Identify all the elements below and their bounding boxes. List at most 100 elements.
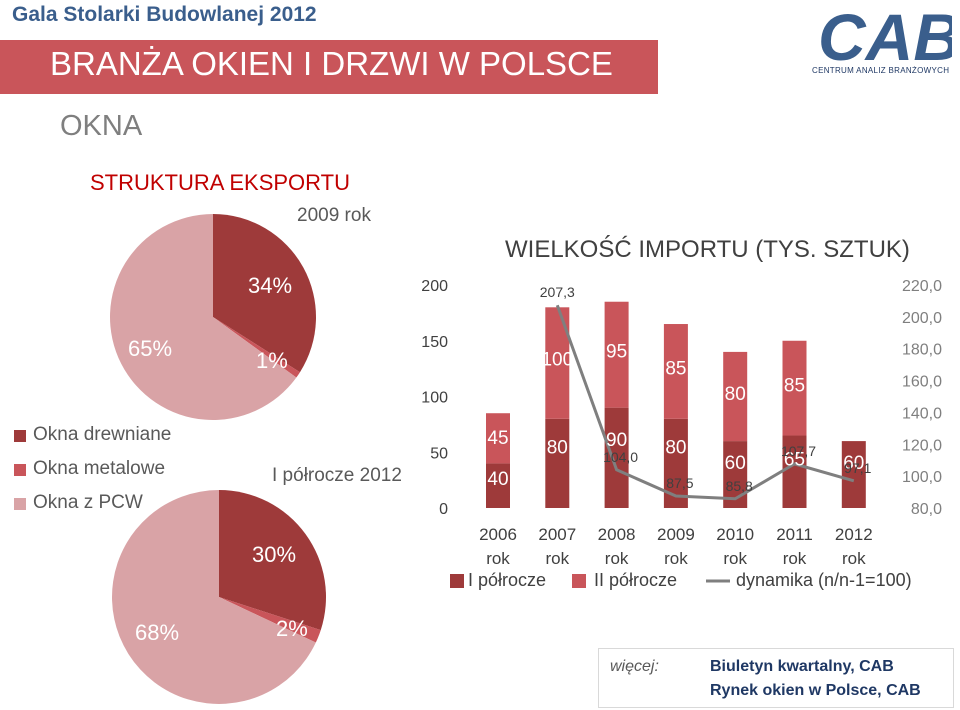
more-label: więcej: [610, 658, 659, 675]
import-title-box [500, 232, 928, 268]
y2-tick-label: 140,0 [902, 405, 942, 422]
x-tick-label: 2008 [598, 525, 636, 544]
bar-data-label: 95 [606, 341, 627, 362]
legend-swatch [14, 430, 26, 442]
x-tick-label: rok [545, 549, 569, 568]
page-title: BRANŻA OKIEN I DRZWI W POLSCE [50, 45, 613, 82]
logo-subtitle: CENTRUM ANALIZ BRANŻOWYCH [812, 66, 950, 75]
dynamics-data-label: 97,1 [844, 460, 871, 476]
dynamics-line [555, 304, 855, 501]
pie1-label-metalowe: 1% [256, 348, 288, 373]
more-info-box [598, 648, 954, 708]
pie1-label-drewniane: 34% [248, 273, 293, 298]
bar-first-half [782, 435, 807, 508]
y2-tick-label: 160,0 [902, 374, 942, 391]
y-tick-label: 50 [430, 445, 448, 462]
bar-first-half [486, 463, 510, 508]
event-title: Gala Stolarki Budowlanej 2012 [12, 3, 317, 26]
pie-chart-2009 [109, 214, 316, 420]
legend-swatch [450, 574, 464, 588]
y-tick-label: 100 [421, 390, 448, 407]
top-bar [0, 0, 960, 32]
x-tick-label: 2010 [716, 525, 754, 544]
dynamics-data-label: 85,8 [726, 478, 753, 494]
legend-label: Okna metalowe [33, 458, 166, 479]
bar-data-label: 60 [843, 453, 864, 474]
legend-label: Okna drewniane [33, 424, 172, 445]
pie2-label-drewniane: 30% [252, 542, 297, 567]
import-chart-title: WIELKOŚĆ IMPORTU (TYS. SZTUK) [505, 236, 910, 263]
y2-tick-label: 100,0 [902, 469, 942, 486]
pie2-label-metalowe: 2% [276, 616, 308, 641]
source-report: Rynek okien w Polsce, CAB [710, 682, 921, 699]
y2-tick-label: 120,0 [902, 437, 942, 454]
bar-second-half [604, 301, 629, 408]
bar-data-label: 85 [665, 359, 686, 380]
bar-data-label: 40 [487, 469, 508, 490]
x-tick-label: 2009 [657, 525, 695, 544]
x-tick-label: rok [605, 549, 629, 568]
bar-first-half [545, 418, 570, 508]
bar-data-label: 65 [784, 449, 805, 470]
legend-label: I półrocze [468, 570, 546, 590]
pie-slice [213, 214, 316, 373]
dynamics-data-label: 107,7 [781, 443, 816, 459]
x-tick-label: rok [486, 549, 510, 568]
bar-first-half [723, 441, 748, 508]
bar-second-half [782, 340, 807, 436]
x-tick-label: rok [783, 549, 807, 568]
x-tick-label: rok [842, 549, 866, 568]
legend-swatch [14, 464, 26, 476]
legend-swatch [572, 574, 586, 588]
x-tick-label: rok [664, 549, 688, 568]
bar-data-label: 85 [784, 375, 805, 396]
y2-tick-label: 180,0 [902, 342, 942, 359]
pie1-label-pcw: 65% [128, 336, 173, 361]
dynamics-data-label: 87,5 [666, 475, 693, 491]
bar-data-label: 80 [547, 438, 568, 459]
legend-label: Okna z PCW [33, 492, 143, 513]
pie-slice [219, 490, 326, 631]
bar-data-label: 80 [725, 384, 746, 405]
dynamics-data-label: 207,3 [540, 284, 575, 300]
dynamics-data-label: 104,0 [603, 449, 638, 465]
section-title: OKNA [60, 110, 143, 142]
bar-first-half [604, 407, 629, 508]
y-tick-label: 200 [421, 278, 448, 295]
bar-second-half [486, 413, 510, 464]
bar-data-label: 90 [606, 430, 627, 451]
bar-first-half [841, 441, 866, 508]
pie2-title: I półrocze 2012 [272, 465, 402, 486]
source-bulletin: Biuletyn kwartalny, CAB [710, 658, 894, 675]
legend-label: II półrocze [594, 570, 677, 590]
legend-swatch [14, 498, 26, 510]
pie-chart-2012 [112, 490, 326, 704]
x-tick-label: 2012 [835, 525, 873, 544]
y-tick-label: 0 [439, 501, 448, 518]
cab-logo: CAB [818, 4, 952, 66]
pie-slice [109, 214, 297, 420]
pie2-label-pcw: 68% [135, 620, 180, 645]
pie-slice [213, 317, 300, 378]
import-bar-chart: 0 50 100 150 200 80,0 100,0 120,0 140,0 160,0 180,… [421, 278, 942, 590]
y-tick-label: 150 [421, 334, 448, 351]
logo-text: CAB [818, 4, 952, 66]
pie-slice [112, 490, 316, 704]
bar-second-half [723, 351, 748, 442]
x-tick-label: 2006 [479, 525, 517, 544]
bar-data-label: 100 [541, 349, 573, 370]
title-banner [0, 40, 658, 94]
x-tick-label: 2007 [538, 525, 576, 544]
y2-tick-label: 80,0 [911, 501, 942, 518]
y2-tick-label: 220,0 [902, 278, 942, 295]
bar-data-label: 80 [665, 438, 686, 459]
pie1-title: 2009 rok [297, 205, 371, 226]
x-tick-label: rok [723, 549, 747, 568]
bar-data-label: 60 [725, 453, 746, 474]
export-title: STRUKTURA EKSPORTU [90, 170, 350, 195]
legend-label: dynamika (n/n-1=100) [736, 570, 912, 590]
pie-slice [219, 597, 321, 643]
bar-data-label: 45 [487, 428, 508, 449]
x-tick-label: 2011 [776, 525, 813, 544]
y2-tick-label: 200,0 [902, 310, 942, 327]
